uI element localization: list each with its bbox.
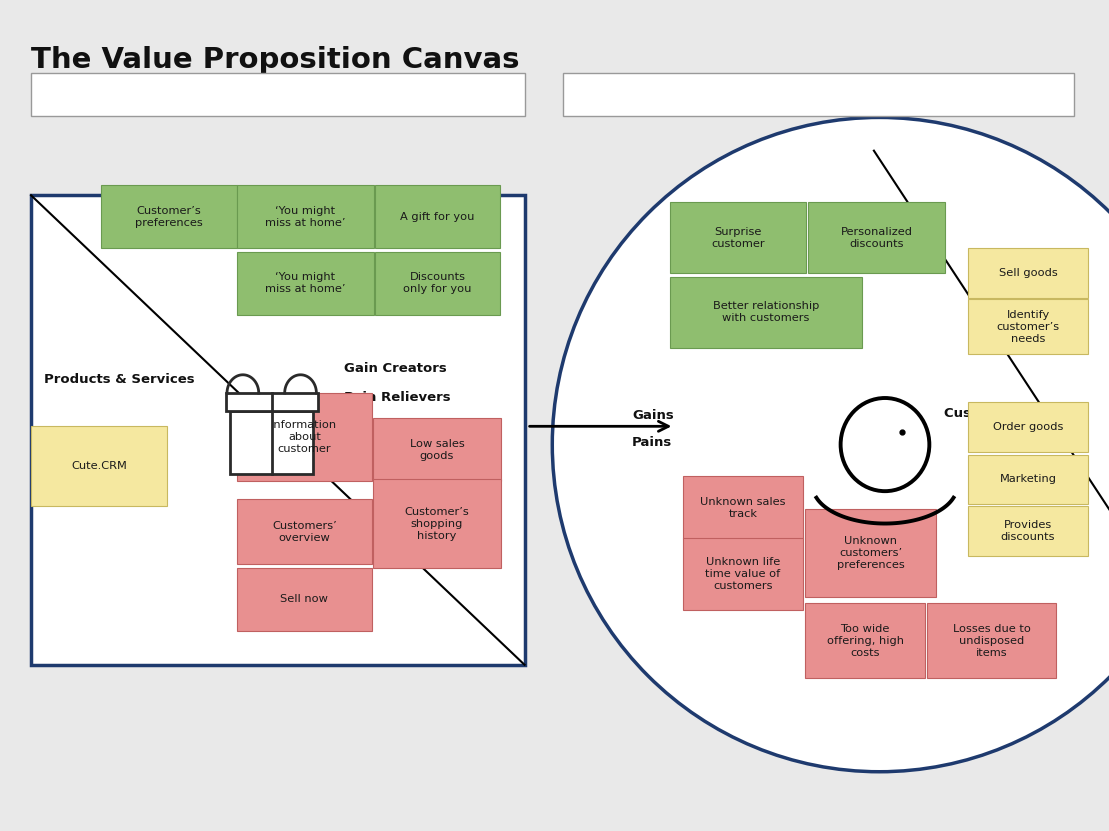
- Text: Customer Segment: Customer Segment: [574, 88, 703, 101]
- Text: Unknown life
time value of
customers: Unknown life time value of customers: [705, 558, 781, 591]
- Text: Cute.CRM: Cute.CRM: [71, 461, 128, 471]
- Text: ‘You might
miss at home’: ‘You might miss at home’: [265, 273, 346, 294]
- FancyBboxPatch shape: [968, 299, 1088, 354]
- Text: A gift for you: A gift for you: [400, 212, 475, 222]
- Text: Unknown
customers’
preferences: Unknown customers’ preferences: [836, 537, 905, 570]
- Text: Gain Creators: Gain Creators: [344, 361, 447, 375]
- Text: Customer Jobs: Customer Jobs: [944, 407, 1052, 420]
- FancyBboxPatch shape: [375, 185, 500, 248]
- Text: Better relationship
with customers: Better relationship with customers: [713, 302, 818, 323]
- FancyBboxPatch shape: [237, 252, 374, 315]
- FancyBboxPatch shape: [31, 73, 525, 116]
- FancyBboxPatch shape: [968, 402, 1088, 452]
- Text: Information
about
customer: Information about customer: [272, 420, 337, 454]
- FancyBboxPatch shape: [237, 393, 372, 481]
- FancyBboxPatch shape: [683, 538, 803, 610]
- FancyBboxPatch shape: [968, 506, 1088, 556]
- Text: Surprise
customer: Surprise customer: [711, 227, 765, 248]
- Text: Customer’s
preferences: Customer’s preferences: [135, 206, 203, 228]
- Text: Order goods: Order goods: [993, 422, 1064, 432]
- Text: Customers’
overview: Customers’ overview: [272, 521, 337, 543]
- FancyBboxPatch shape: [808, 202, 945, 273]
- Text: Small local shop: Small local shop: [701, 83, 893, 106]
- FancyBboxPatch shape: [225, 393, 317, 411]
- FancyBboxPatch shape: [670, 277, 862, 348]
- FancyBboxPatch shape: [31, 426, 167, 506]
- Text: Sell now: Sell now: [281, 594, 328, 604]
- Text: Gains: Gains: [632, 409, 674, 422]
- Text: Products & Services: Products & Services: [44, 373, 195, 386]
- FancyBboxPatch shape: [805, 509, 936, 597]
- FancyBboxPatch shape: [237, 568, 372, 631]
- Text: ‘You might
miss at home’: ‘You might miss at home’: [265, 206, 346, 228]
- FancyBboxPatch shape: [373, 418, 501, 481]
- FancyBboxPatch shape: [968, 455, 1088, 504]
- Text: Identify
customer’s
needs: Identify customer’s needs: [997, 310, 1059, 343]
- Text: Value Proposition: Value Proposition: [44, 88, 159, 101]
- FancyBboxPatch shape: [230, 411, 313, 474]
- FancyBboxPatch shape: [968, 248, 1088, 298]
- FancyBboxPatch shape: [237, 499, 372, 564]
- FancyBboxPatch shape: [927, 603, 1056, 678]
- Text: Customer’s
shopping
history: Customer’s shopping history: [405, 507, 469, 540]
- FancyBboxPatch shape: [670, 202, 806, 273]
- Text: Marketing: Marketing: [999, 475, 1057, 484]
- Text: Provides
discounts: Provides discounts: [1000, 520, 1056, 542]
- Text: Too wide
offering, high
costs: Too wide offering, high costs: [826, 624, 904, 657]
- Text: Low sales
goods: Low sales goods: [409, 439, 465, 460]
- Text: Losses due to
undisposed
items: Losses due to undisposed items: [953, 624, 1030, 657]
- FancyBboxPatch shape: [237, 185, 374, 248]
- Text: The Value Proposition Canvas: The Value Proposition Canvas: [31, 46, 519, 74]
- FancyBboxPatch shape: [101, 185, 237, 248]
- Ellipse shape: [552, 117, 1109, 772]
- Text: Personalized
discounts: Personalized discounts: [841, 227, 913, 248]
- Text: Pains: Pains: [632, 435, 672, 449]
- Text: Pain Relievers: Pain Relievers: [344, 391, 450, 404]
- FancyBboxPatch shape: [375, 252, 500, 315]
- Text: Sell goods: Sell goods: [999, 268, 1057, 278]
- Text: Discounts
only for you: Discounts only for you: [404, 273, 471, 294]
- Text: Unknown sales
track: Unknown sales track: [700, 497, 786, 519]
- FancyBboxPatch shape: [805, 603, 925, 678]
- FancyBboxPatch shape: [373, 479, 501, 568]
- FancyBboxPatch shape: [31, 195, 525, 665]
- Ellipse shape: [841, 398, 929, 491]
- FancyBboxPatch shape: [563, 73, 1074, 116]
- FancyBboxPatch shape: [683, 476, 803, 539]
